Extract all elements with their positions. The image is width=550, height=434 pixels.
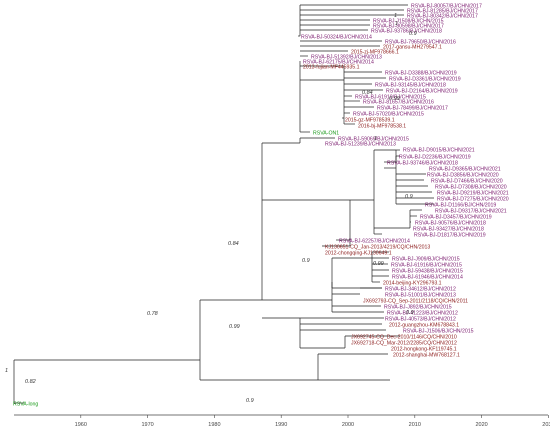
taxon-label: RSVA-BJ-61946/BJ/CHN/2014 <box>392 275 463 281</box>
taxon-label: RSVA-BJ-J909/BJ/CHN/2015 <box>392 257 460 263</box>
support-value: 1 <box>5 368 8 374</box>
taxon-label: RSVA-BJ-93786/BJ/CHN/2018 <box>371 29 442 35</box>
taxon-label: RSVA-BJ-93746/BJ/CHN/2018 <box>387 161 458 167</box>
support-value: 0.99 <box>229 324 240 330</box>
taxon-label: RSVA-BJ-62257/BJ/CHN/2014 <box>339 239 410 245</box>
taxon-label: RSVA-BJ-50324/BJ/CHN/2014 <box>301 35 372 41</box>
taxon-label: RSVA-BJ-61910/BJ/CHN/2015 <box>355 95 426 101</box>
taxon-label: RSVA-BJ-79650/BJ/CHN/2016 <box>385 40 456 46</box>
taxon-label: RSVA-BJ-D1166/BJ/CHN/2019 <box>425 203 496 209</box>
taxon-label: RSVA-BJ-D3856/BJ/CHN/2020 <box>427 173 499 179</box>
support-value: 0.82 <box>25 379 36 385</box>
taxon-label: RSVA-BJ-D9219/BJ/CHN/2021 <box>437 191 509 197</box>
support-values: 1 0.9 0.82 0.78 0.84 0.99 0.99 0.9 0.9 0.9 0.9 1 1 0.… <box>5 13 417 404</box>
support-value: 1 <box>374 136 377 142</box>
taxon-label: RSVA-BJ-57020/BJ/CHN/2015 <box>353 112 424 118</box>
taxon-label: RSVA-BJ-D1817/BJ/CHN/2019 <box>414 233 486 239</box>
axis-tick-label: 1980 <box>208 422 220 428</box>
taxon-label: RSVA-BJ-59438/BJ/CHN/2015 <box>392 269 463 275</box>
support-value: 0.9 <box>302 258 310 264</box>
support-value: 0.84 <box>362 90 373 96</box>
taxon-label: RSVA-BJ-D7308/BJ/CHN/2020 <box>435 185 507 191</box>
taxon-label: 2012-shanghai-MW768127.1 <box>393 353 460 359</box>
taxon-label: RSVA-BJ-D2164/BJ/CHN/2019 <box>386 89 458 95</box>
support-value: 1 <box>395 21 398 27</box>
taxon-label: RSVA-BJ-D9317/BJ/CHN/2021 <box>435 209 507 215</box>
taxon-label: RSVA-BJ-81285/BJ/CHN/2017 <box>407 9 478 15</box>
taxon-label: RSVA-BJ-51392/BJ/CHN/2013 <box>311 55 382 61</box>
taxon-label: 2012-hongkong-KF119745.1 <box>391 347 457 353</box>
taxon-label: RSVA-BJ-40573/BJ/CHN/2012 <box>385 317 456 323</box>
support-value: 0.84 <box>228 241 239 247</box>
support-value: 0.9 <box>405 194 413 200</box>
taxon-label: RSVA-BJ-D2236/BJ/CHN/2019 <box>399 155 471 161</box>
taxon-label: RSVA-BJ-D9365/BJ/CHN/2021 <box>429 167 501 173</box>
axis-tick-label: 2000 <box>342 422 354 428</box>
taxon-label: 2015-zj-MF978666.1 <box>351 50 399 56</box>
taxon-label: RSVA-BJ-D7275/BJ/CHN/2020 <box>437 197 509 203</box>
taxon-label: RSVA-BJ-34612/BJ/CHN/2012 <box>385 287 456 293</box>
taxon-label: JX692793-CQ_Sep-2011/2118/CQ/CHN/2011 <box>363 299 468 305</box>
axis-tick-label: 1990 <box>275 422 287 428</box>
axis-tick-label: 2010 <box>409 422 421 428</box>
taxon-label: RSVA-long <box>13 402 38 408</box>
taxon-label: RSVA-BJ-62175/BJ/CHN/2014 <box>303 60 374 66</box>
taxon-label: RSVA-ON1 <box>313 131 339 137</box>
axis-tick-label: 2020 <box>475 422 487 428</box>
time-axis: 1960 1970 1980 1990 2000 2010 2020 2030 <box>14 414 550 428</box>
taxon-label: JX692718-CQ_Mar-2012/2285/CQ/CHN/2012 <box>351 341 457 347</box>
taxon-label: 2015-gz-MF978539.1 <box>345 118 395 124</box>
taxon-label: RSVA-BJ-61916/BJ/CHN/2015 <box>391 263 462 269</box>
support-value: 0.9 <box>409 31 417 37</box>
support-value: 0.9 <box>406 310 414 316</box>
support-value: 0.9 <box>246 398 254 404</box>
taxon-label: 2012-guangzhou-KM678843.1 <box>389 323 459 329</box>
taxon-label: RSVA-BJ-78499/BJ/CHN/2017 <box>377 106 448 112</box>
taxon-label: RSVA-BJ-59069/BJ/CHN/2015 <box>338 137 409 143</box>
taxon-label: RSVA-BJ-90576/BJ/CHN/2018 <box>415 221 486 227</box>
taxon-label: 2014-beijing-KY296793.1 <box>383 281 442 287</box>
taxon-label: RSVA-BJ-D9015/BJ/CHN/2021 <box>403 148 475 154</box>
taxon-label: RSVA-BJ-D3361/BJ/CHN/2019 <box>389 77 461 83</box>
taxon-label: RSVA-BJ-D7466/BJ/CHN/2020 <box>431 179 503 185</box>
taxon-label: RSVA-BJ-81657/BJ/CHN/2016 <box>363 100 434 106</box>
taxon-label: JX692745-CQ_Dec-2010/1146/CQ/CHN/2010 <box>351 335 457 341</box>
taxon-label: RSVA-BJ-80057/BJ/CHN/2017 <box>411 4 482 10</box>
taxon-label: RSVA-BJ-41223/BJ/CHN/2012 <box>387 311 458 317</box>
support-value: 0.99 <box>373 261 384 267</box>
taxon-label: RSVA-BJ-J892/BJ/CHN/2015 <box>384 305 452 311</box>
support-value: 1 <box>394 13 397 19</box>
taxon-label: RSVA-BJ-J1508/BJ/CHN/2015 <box>373 19 444 25</box>
taxon-label: RSVA-BJ-93145/BJ/CHN/2018 <box>375 83 446 89</box>
support-value: 0.78 <box>147 311 159 317</box>
taxon-label: 2016-bj-MF978538.1 <box>358 124 406 130</box>
taxon-label: RSVA-BJ-D3388/BJ/CHN/2019 <box>385 71 457 77</box>
taxon-label: RSVA-BJ-51239/BJ/CHN/2013 <box>325 142 396 148</box>
taxon-label: RSVA-BJ-80342/BJ/CHN/2017 <box>407 14 478 20</box>
taxon-label: RSVA-BJ-93427/BJ/CHN/2018 <box>413 227 484 233</box>
taxon-label: 2017-gansu-MH279547.1 <box>383 45 442 51</box>
axis-tick-label: 1970 <box>141 422 153 428</box>
taxon-label: RSVA-BJ-D3457/BJ/CHN/2019 <box>420 215 492 221</box>
taxon-label: RSVA-BJ-51001/BJ/CHN/2013 <box>385 293 456 299</box>
axis-ticks: 1960 1970 1980 1990 2000 2010 2020 2030 <box>75 415 550 428</box>
axis-tick-label: 1960 <box>75 422 87 428</box>
support-value: 0.99 <box>389 96 400 102</box>
taxon-label: 2013-fujian-MF445935.1 <box>303 65 360 71</box>
taxon-label: RSVA-BJ-80598/BJ/CHN/2017 <box>373 24 444 30</box>
taxon-labels: RSVA-BJ-80057/BJ/CHN/2017RSVA-BJ-81285/B… <box>13 4 509 408</box>
taxon-label: KJ130651-CQ_Jan-2013/4219/CQ/CHN/2013 <box>325 245 430 251</box>
tree-branches <box>13 4 434 404</box>
taxon-label: 2012-chongqing-KJ130649.1 <box>325 251 392 257</box>
taxon-label: RSVA-BJ-J1506/BJ/CHN/2015 <box>403 329 474 335</box>
axis-tick-label: 2030 <box>542 422 550 428</box>
